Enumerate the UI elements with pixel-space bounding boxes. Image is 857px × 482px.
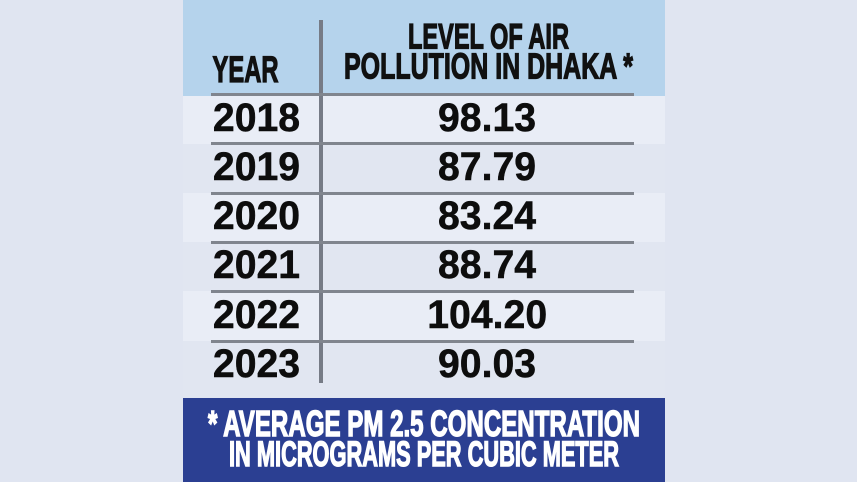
svg-text:IN MICROGRAMS PER CUBIC METER: IN MICROGRAMS PER CUBIC METER — [229, 434, 619, 474]
svg-text:LEVEL OF AIR: LEVEL OF AIR — [408, 17, 569, 56]
svg-text:* AVERAGE PM 2.5 CONCENTRATION: * AVERAGE PM 2.5 CONCENTRATION — [208, 403, 640, 444]
svg-text:YEAR: YEAR — [213, 48, 279, 90]
svg-text:POLLUTION IN DHAKA *: POLLUTION IN DHAKA * — [344, 46, 634, 87]
